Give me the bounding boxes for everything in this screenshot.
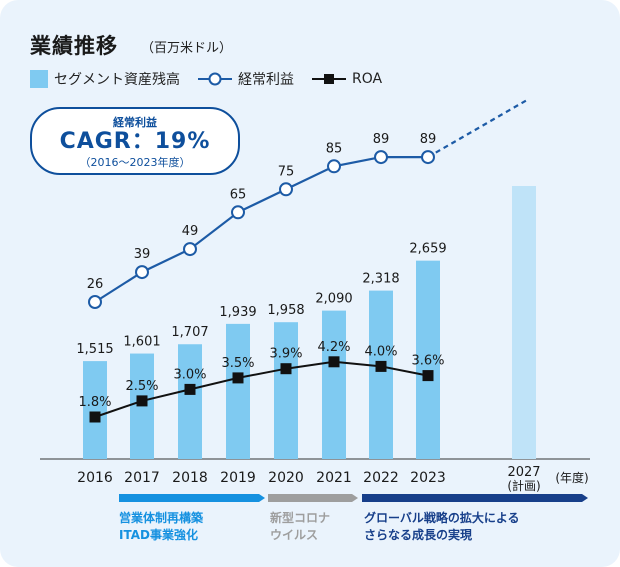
bar-2023 — [416, 260, 440, 459]
roa-label-2017: 2.5% — [125, 379, 158, 394]
bar-label-2022: 2,318 — [362, 272, 399, 287]
bar-2027-plan — [512, 186, 536, 459]
x-tick-2018: 2018 — [172, 470, 208, 486]
bar-2019 — [226, 323, 250, 459]
profit-point-2019 — [231, 205, 245, 220]
legend-circle-line-icon — [198, 72, 232, 86]
x-tick-2017: 2017 — [124, 470, 160, 486]
bar-label-2023: 2,659 — [409, 242, 446, 257]
bar-label-2020: 1,958 — [267, 303, 304, 318]
profit-label-2022: 89 — [373, 132, 390, 147]
bar-label-2019: 1,939 — [219, 305, 256, 320]
profit-label-2020: 75 — [278, 164, 295, 179]
x-tick-2027: 2027 — [507, 465, 540, 480]
profit-point-2017 — [135, 265, 149, 280]
profit-label-2021: 85 — [326, 141, 343, 156]
profit-plan-dashed-line — [427, 99, 528, 159]
cagr-value: CAGR：19% — [59, 129, 211, 154]
roa-point-2017 — [136, 395, 148, 407]
roa-label-2020: 3.9% — [269, 347, 302, 362]
phase-2-line2: ウイルス — [270, 528, 319, 542]
profit-point-2020 — [279, 182, 293, 197]
legend-bars-label: セグメント資産残高 — [54, 72, 180, 88]
roa-label-2023: 3.6% — [411, 354, 444, 369]
legend-item-roa: ROA — [312, 71, 382, 87]
roa-label-2016: 1.8% — [78, 395, 111, 410]
x-tick-2023: 2023 — [410, 470, 446, 486]
phase-2-arrow — [268, 494, 358, 502]
legend-item-profit: 経常利益 — [198, 69, 294, 89]
phase-1-arrow — [119, 494, 265, 502]
cagr-box: 経常利益 CAGR：19% （2016〜2023年度） — [30, 107, 240, 175]
cagr-period: （2016〜2023年度） — [79, 156, 191, 169]
roa-label-2021: 4.2% — [317, 340, 350, 355]
roa-line — [94, 360, 429, 418]
phase-3-line1: グローバル戦略の拡大による — [364, 511, 520, 525]
roa-point-2016 — [89, 411, 101, 423]
bar-label-2021: 2,090 — [315, 292, 352, 307]
profit-label-2018: 49 — [182, 224, 199, 239]
legend-bar-swatch — [30, 70, 48, 88]
chart-title: 業績推移 — [30, 34, 118, 58]
roa-point-2019 — [232, 372, 244, 384]
legend: セグメント資産残高 経常利益 ROA — [30, 68, 400, 90]
phase-1-line2: ITAD事業強化 — [119, 528, 198, 542]
phase-3-arrow — [362, 494, 588, 502]
roa-label-2022: 4.0% — [364, 344, 397, 359]
legend-roa-label: ROA — [352, 71, 383, 87]
roa-point-2022 — [375, 360, 387, 372]
roa-point-2018 — [184, 383, 196, 395]
bar-label-2017: 1,601 — [123, 335, 160, 350]
x-axis-unit: (年度) — [555, 470, 588, 485]
x-tick-2021: 2021 — [316, 470, 352, 486]
legend-profit-label: 経常利益 — [238, 72, 294, 88]
phase-2-text: 新型コロナ ウイルス — [270, 510, 330, 544]
x-tick-2027-plan: (計画) — [507, 478, 540, 493]
profit-label-2019: 65 — [230, 187, 247, 202]
x-tick-2019: 2019 — [220, 470, 256, 486]
bar-label-2018: 1,707 — [171, 325, 208, 340]
x-tick-2022: 2022 — [363, 470, 399, 486]
profit-label-2016: 26 — [87, 277, 104, 292]
roa-point-2021 — [328, 356, 340, 368]
chart-unit: （百万米ドル） — [141, 41, 233, 56]
bar-label-2016: 1,515 — [76, 342, 113, 357]
cagr-label: 経常利益 — [113, 116, 157, 129]
profit-point-2018 — [183, 242, 197, 257]
bar-2016 — [83, 361, 107, 459]
phase-3-text: グローバル戦略の拡大による さらなる成長の実現 — [364, 510, 520, 544]
profit-label-2017: 39 — [134, 247, 151, 262]
bar-2020 — [274, 322, 298, 459]
profit-label-2023: 89 — [420, 132, 437, 147]
profit-point-2022 — [374, 150, 388, 165]
legend-square-line-icon — [312, 74, 346, 84]
profit-point-2016 — [88, 295, 102, 309]
profit-line — [94, 156, 428, 303]
phase-1-text: 営業体制再構築 ITAD事業強化 — [119, 510, 203, 544]
roa-label-2019: 3.5% — [221, 356, 254, 371]
profit-point-2021 — [327, 159, 341, 174]
bar-2018 — [178, 344, 202, 459]
x-tick-2020: 2020 — [268, 470, 304, 486]
roa-point-2020 — [280, 363, 292, 375]
bar-2021 — [322, 310, 346, 459]
phase-2-line1: 新型コロナ — [270, 511, 331, 525]
x-tick-2016: 2016 — [77, 470, 113, 486]
phase-1-line1: 営業体制再構築 — [119, 511, 204, 525]
roa-label-2018: 3.0% — [173, 367, 206, 382]
phase-3-line2: さらなる成長の実現 — [364, 528, 473, 542]
profit-point-2023 — [421, 150, 435, 165]
legend-item-bars: セグメント資産残高 — [30, 69, 180, 89]
bar-2022 — [369, 290, 393, 459]
roa-point-2023 — [422, 370, 434, 382]
